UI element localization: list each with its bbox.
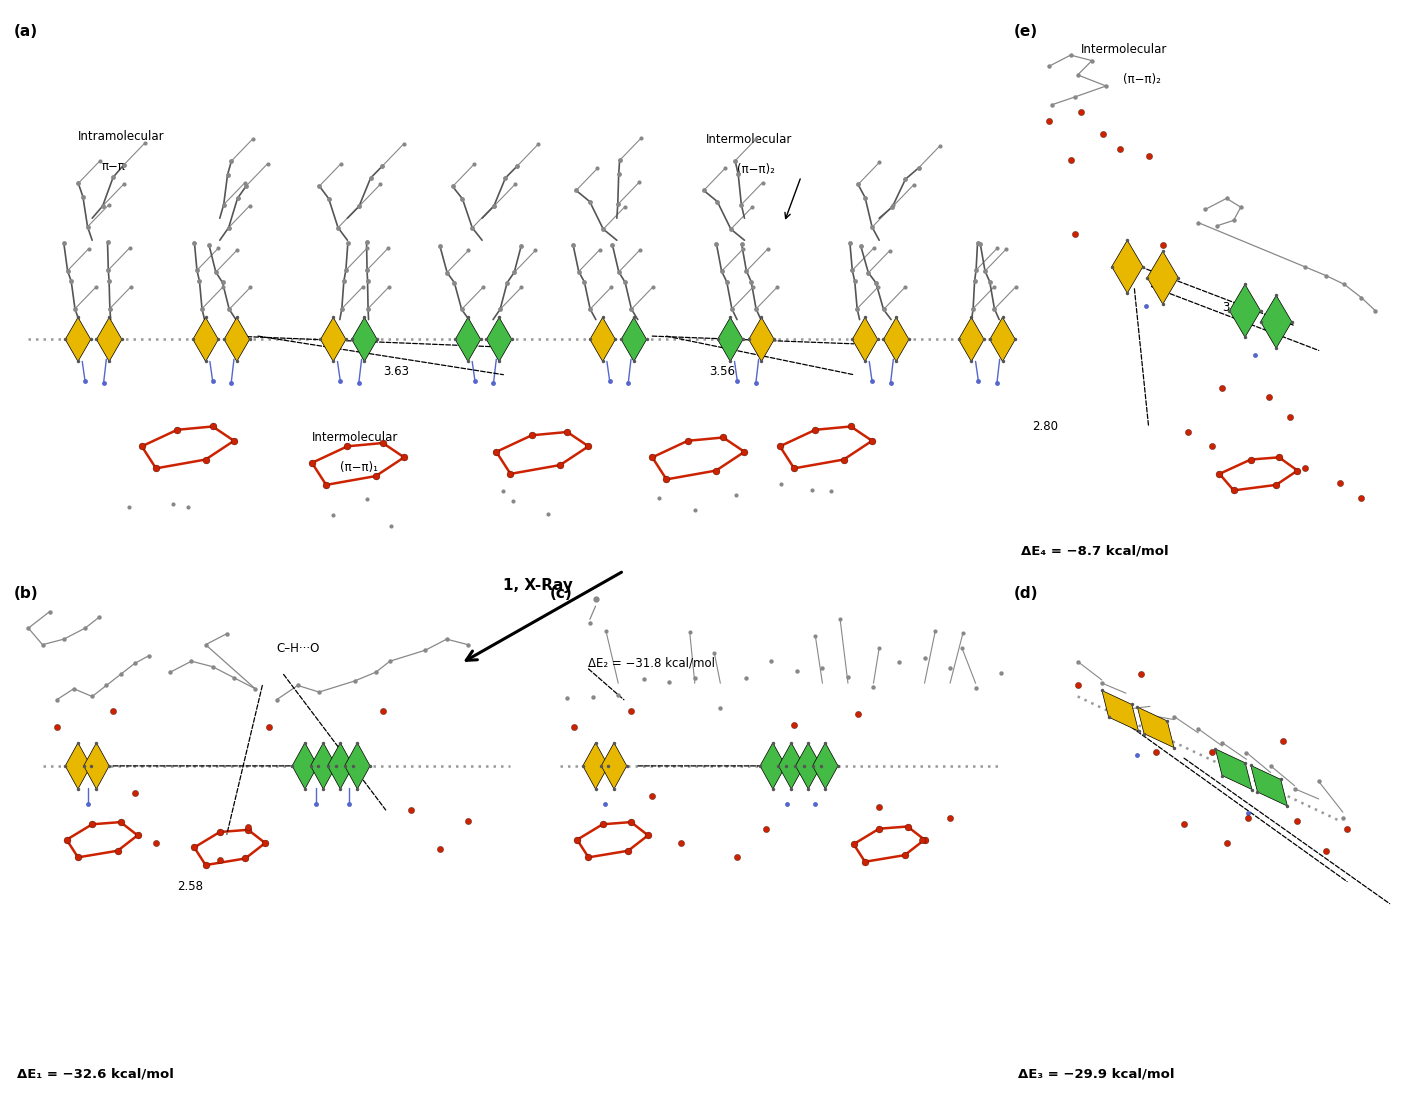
Polygon shape (990, 317, 1015, 361)
Polygon shape (328, 743, 353, 789)
Polygon shape (583, 743, 608, 789)
Text: Intermolecular: Intermolecular (312, 431, 398, 444)
Text: ΔE₂ = −31.8 kcal/mol: ΔE₂ = −31.8 kcal/mol (588, 657, 716, 670)
Polygon shape (601, 743, 627, 789)
Text: (d): (d) (1014, 586, 1038, 602)
Text: Intermolecular: Intermolecular (1081, 43, 1167, 56)
Text: 3.63: 3.63 (383, 365, 408, 378)
Polygon shape (1137, 707, 1174, 747)
Text: 3.63: 3.63 (1222, 301, 1248, 314)
Text: (e): (e) (1014, 24, 1038, 40)
Polygon shape (883, 317, 909, 361)
Text: (c): (c) (550, 586, 573, 602)
Text: 2.80: 2.80 (1032, 420, 1058, 433)
Text: π−π: π−π (102, 160, 126, 173)
Polygon shape (193, 317, 218, 361)
Text: Intramolecular: Intramolecular (78, 130, 164, 143)
Polygon shape (1147, 251, 1178, 304)
Polygon shape (1251, 766, 1288, 806)
Polygon shape (1102, 691, 1139, 731)
Polygon shape (455, 317, 481, 361)
Polygon shape (813, 743, 838, 789)
Polygon shape (760, 743, 786, 789)
Polygon shape (311, 743, 336, 789)
Polygon shape (224, 317, 250, 361)
Text: ΔE₃ = −29.9 kcal/mol: ΔE₃ = −29.9 kcal/mol (1018, 1068, 1174, 1081)
Polygon shape (352, 317, 377, 361)
Polygon shape (1229, 284, 1261, 337)
Polygon shape (718, 317, 743, 361)
Polygon shape (1261, 295, 1292, 348)
Text: (b): (b) (14, 586, 38, 602)
Text: 3.56: 3.56 (709, 365, 735, 378)
Text: ΔE₁ = −32.6 kcal/mol: ΔE₁ = −32.6 kcal/mol (17, 1068, 174, 1081)
Polygon shape (1215, 749, 1252, 789)
Text: 1, X-Ray: 1, X-Ray (503, 577, 573, 593)
Text: (π−π)₂: (π−π)₂ (1123, 73, 1161, 86)
Polygon shape (320, 317, 346, 361)
Text: (a): (a) (14, 24, 38, 40)
Polygon shape (65, 743, 91, 789)
Polygon shape (96, 317, 122, 361)
Text: Intermolecular: Intermolecular (706, 133, 793, 147)
Polygon shape (292, 743, 318, 789)
Polygon shape (778, 743, 804, 789)
Text: 2.58: 2.58 (177, 880, 203, 894)
Polygon shape (1112, 240, 1143, 293)
Polygon shape (749, 317, 774, 361)
Polygon shape (486, 317, 512, 361)
Text: C–H···O: C–H···O (277, 642, 320, 656)
Polygon shape (590, 317, 615, 361)
Polygon shape (345, 743, 370, 789)
Text: (π−π)₂: (π−π)₂ (737, 163, 776, 176)
Polygon shape (621, 317, 647, 361)
Polygon shape (65, 317, 91, 361)
Polygon shape (852, 317, 878, 361)
Polygon shape (959, 317, 984, 361)
Text: ΔE₄ = −8.7 kcal/mol: ΔE₄ = −8.7 kcal/mol (1021, 544, 1168, 558)
Polygon shape (84, 743, 109, 789)
Text: (π−π)₁: (π−π)₁ (340, 461, 379, 474)
Polygon shape (795, 743, 821, 789)
